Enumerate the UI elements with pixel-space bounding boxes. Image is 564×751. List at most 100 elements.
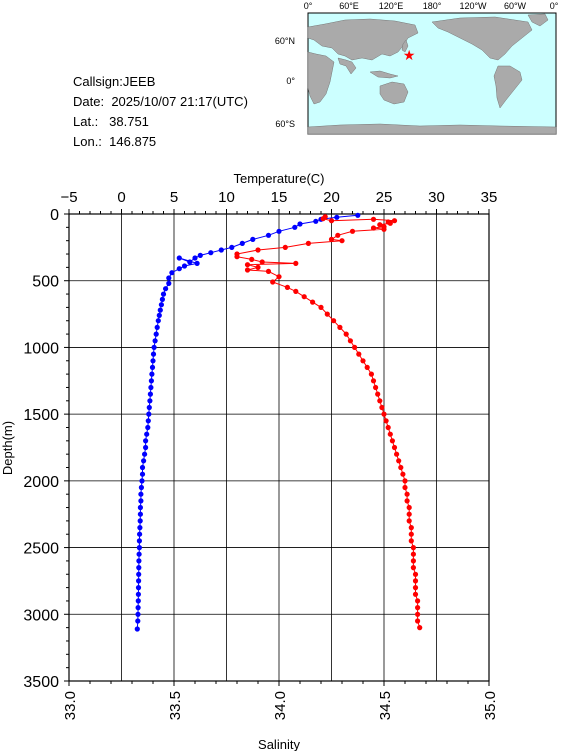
map-lon-tick: 180°: [423, 1, 442, 11]
salinity-point: [415, 598, 421, 604]
salinity-point: [402, 484, 408, 491]
temperature-point: [313, 218, 319, 224]
temperature-point: [187, 259, 193, 265]
salinity-point: [402, 478, 408, 484]
salinity-point: [360, 358, 366, 364]
salinity-point: [284, 284, 290, 290]
temperature-point: [139, 478, 145, 484]
salinity-point: [410, 551, 416, 557]
salinity-point: [410, 545, 416, 551]
salinity-point: [391, 218, 398, 224]
depth-tick-label: 3500: [23, 674, 59, 691]
depth-tick-label: 1500: [23, 407, 59, 424]
temperature-point: [150, 358, 156, 364]
lat-value: 38.751: [109, 114, 149, 129]
temperature-point: [355, 212, 361, 218]
temperature-point: [297, 221, 303, 227]
date-label: Date:: [73, 94, 105, 109]
station-marker: ★: [403, 47, 416, 63]
depth-axis-label: Depth(m): [0, 421, 15, 475]
temperature-point: [208, 250, 214, 256]
salinity-point: [406, 511, 412, 517]
salinity-point: [244, 262, 251, 268]
land-greenland: [527, 13, 549, 27]
temperature-point: [150, 351, 157, 357]
temperature-tick-label: 5: [170, 189, 178, 206]
temperature-point: [137, 518, 143, 524]
salinity-profile-line: [236, 216, 421, 628]
temperature-point: [136, 545, 142, 551]
salinity-point: [412, 585, 419, 591]
salinity-point: [398, 464, 404, 471]
temperature-point: [292, 224, 298, 230]
callsign: Callsign:JEEB: [73, 74, 156, 89]
map-lon-tick: 0°: [550, 1, 559, 11]
temperature-point: [151, 344, 157, 350]
salinity-point: [377, 222, 383, 228]
temperature-point: [218, 247, 224, 253]
temperature-point: [135, 618, 141, 624]
temperature-point: [135, 591, 141, 597]
temperature-point: [334, 214, 340, 220]
lon-row: Lon.: 146.875: [73, 132, 248, 152]
salinity-point: [370, 378, 377, 384]
salinity-point: [324, 311, 330, 317]
salinity-point: [410, 558, 416, 564]
temperature-point: [137, 525, 143, 531]
temperature-axis-label: Temperature(C): [233, 171, 324, 186]
temperature-point: [250, 236, 256, 242]
salinity-axis-label: Salinity: [258, 737, 300, 751]
salinity-point: [301, 294, 307, 300]
temperature-point: [166, 280, 172, 286]
salinity-point: [389, 438, 395, 444]
temperature-point: [136, 558, 142, 564]
map-lat-ticks: 60°N 0° 60°S: [275, 36, 296, 129]
salinity-point: [373, 384, 379, 391]
temperature-point: [135, 585, 142, 591]
salinity-point: [410, 565, 416, 571]
profile-chart: −5 0 5 10 15 20 25 30 35 33.0 33.5 34.0 34.5 35.0 05…: [0, 171, 499, 751]
salinity-point: [282, 244, 288, 250]
temperature-point: [139, 471, 146, 477]
temperature-axis: −5 0 5 10 15 20 25 30 35: [60, 189, 497, 214]
salinity-axis: 33.0 33.5 34.0 34.5 35.0: [62, 681, 499, 720]
map-lon-tick: 60°E: [339, 1, 359, 11]
map-lat-tick: 0°: [286, 76, 295, 86]
salinity-point: [408, 531, 414, 537]
salinity-point: [387, 431, 393, 437]
salinity-tick-label: 34.0: [272, 691, 289, 720]
temperature-point: [138, 491, 144, 497]
temperature-point: [146, 404, 152, 411]
temperature-tick-label: 10: [218, 189, 235, 206]
temperature-point: [149, 371, 155, 377]
temperature-point: [135, 598, 141, 604]
salinity-point: [259, 259, 265, 265]
temperature-tick-label: 20: [323, 189, 340, 206]
temperature-point: [276, 228, 282, 234]
salinity-point: [310, 299, 316, 305]
salinity-point: [400, 471, 406, 477]
lon-value: 146.875: [109, 134, 157, 149]
salinity-point: [379, 404, 385, 411]
temperature-point: [158, 302, 164, 308]
temperature-tick-label: 0: [117, 189, 125, 206]
map-lat-tick: 60°N: [275, 36, 295, 46]
depth-tick-label: 3000: [23, 607, 59, 624]
temperature-tick-label: −5: [60, 189, 77, 206]
land-eurasia: [307, 18, 419, 61]
salinity-point: [394, 451, 400, 457]
temperature-point: [147, 398, 153, 404]
map-lon-ticks: 0° 60°E 120°E 180° 120°W 60°W 0°: [304, 1, 559, 11]
temperature-point: [136, 538, 142, 544]
salinity-point: [337, 324, 343, 330]
salinity-point: [375, 391, 381, 397]
salinity-point: [255, 264, 261, 270]
temperature-point: [192, 255, 198, 261]
temperature-point: [163, 286, 169, 292]
salinity-point: [352, 344, 358, 350]
salinity-point: [328, 218, 335, 224]
temperature-point: [138, 484, 144, 491]
temperature-point: [137, 511, 143, 517]
salinity-point: [377, 398, 383, 404]
salinity-point: [293, 260, 299, 266]
